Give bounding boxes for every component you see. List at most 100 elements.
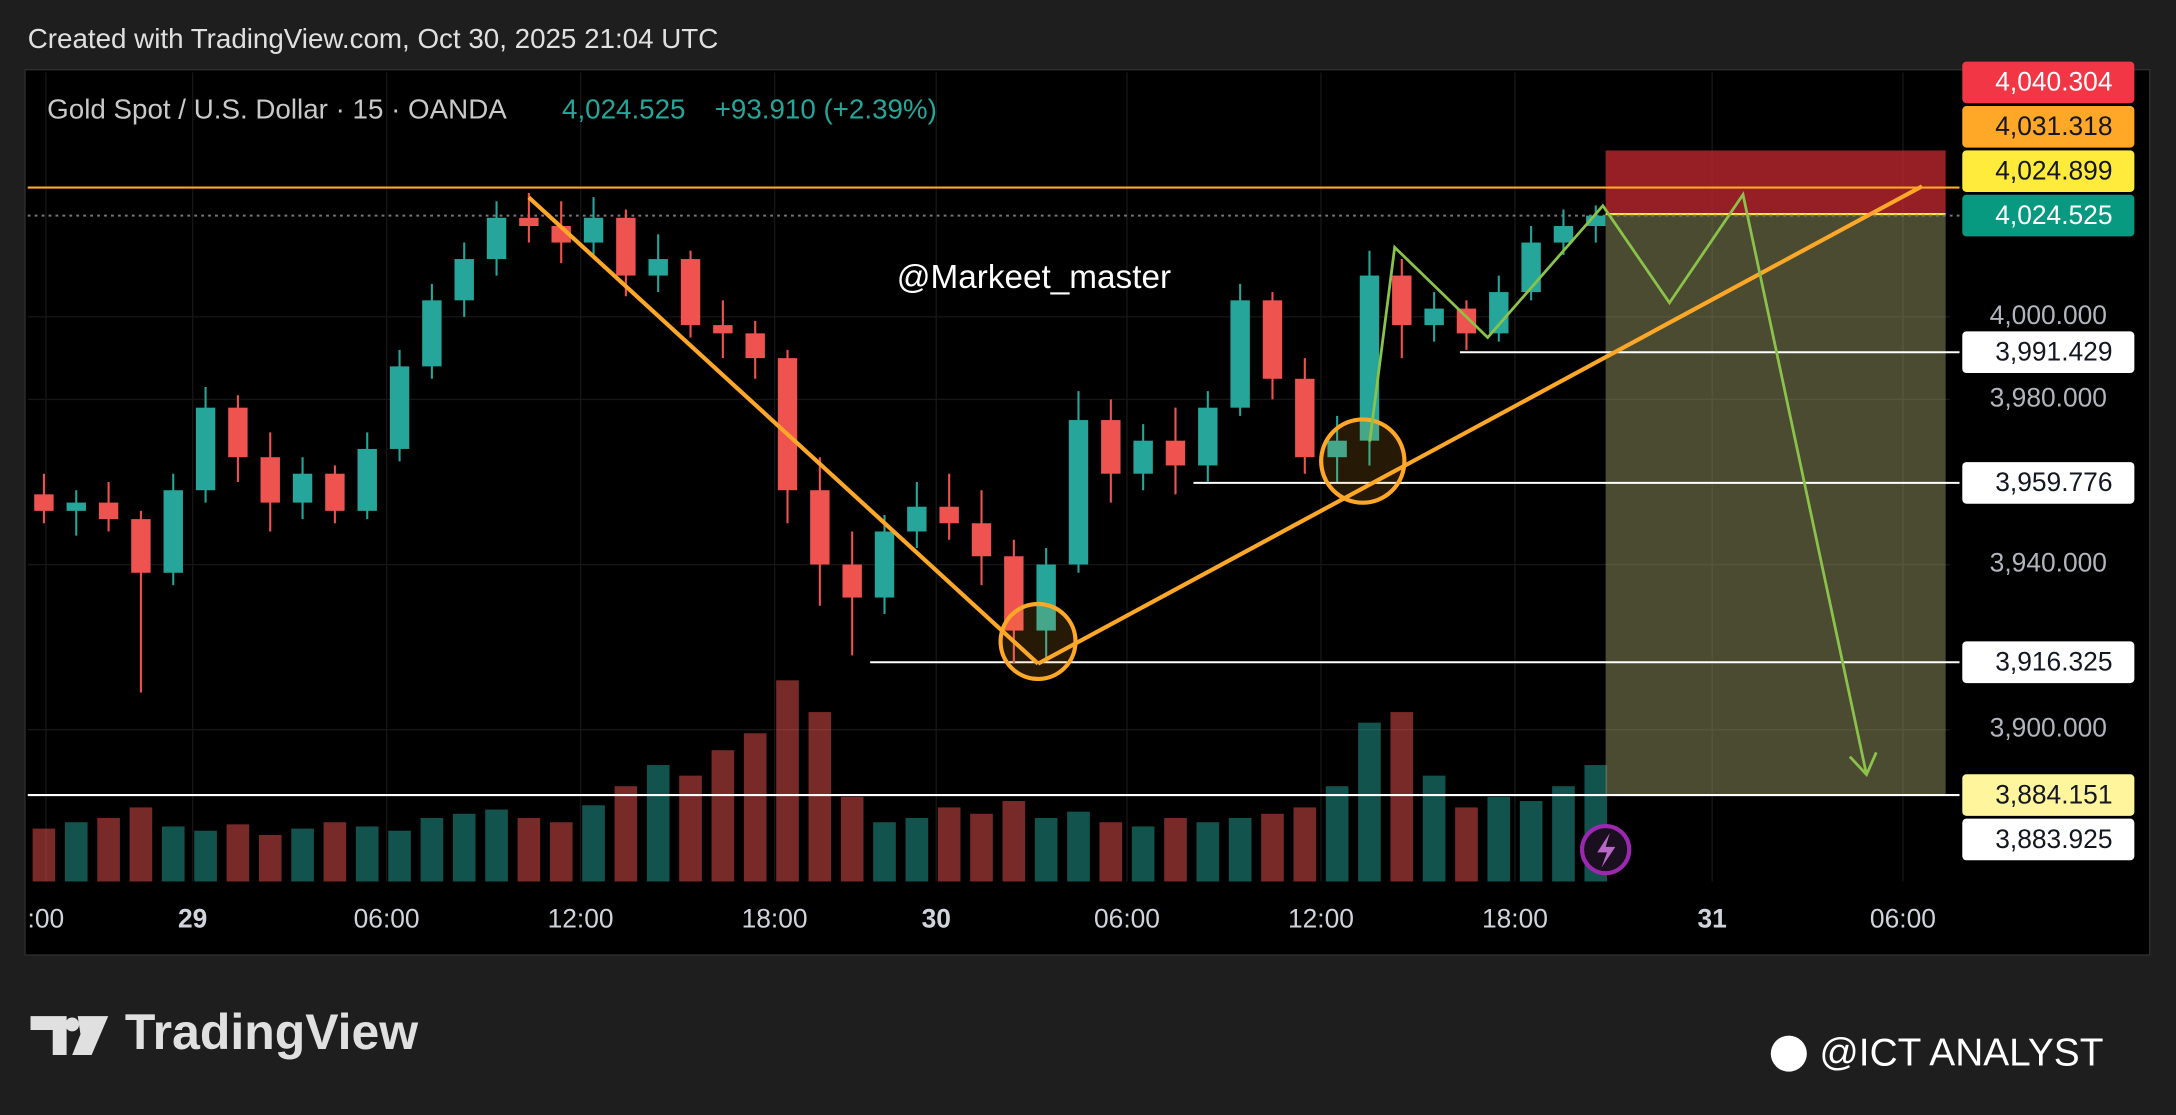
volume-bar: [1325, 786, 1349, 882]
candle-body: [163, 490, 183, 573]
volume-bar: [1487, 796, 1511, 882]
volume-bar: [646, 765, 670, 882]
candle-body: [648, 259, 668, 276]
symbol-title: Gold Spot / U.S. Dollar · 15 · OANDA: [47, 94, 507, 125]
candle-body: [1068, 420, 1089, 565]
candle-body: [131, 519, 151, 573]
volume-bar: [1131, 826, 1155, 882]
credit: @ICT ANALYST: [1819, 1031, 2103, 1074]
volume-bar: [291, 828, 314, 882]
volume-bar: [1067, 811, 1090, 882]
candle-body: [66, 502, 86, 511]
candle-body: [1262, 300, 1283, 379]
candle-body: [745, 333, 765, 359]
price-badge: [1962, 774, 2135, 816]
x-tick-label: 18:00: [742, 903, 808, 933]
volume-bar: [1422, 775, 1446, 882]
y-tick-label: 4,000.000: [1990, 300, 2107, 330]
candle-body: [1456, 308, 1477, 334]
candle-body: [389, 366, 410, 449]
candle-body: [842, 564, 862, 598]
candle-body: [680, 259, 701, 326]
volume-bar: [1261, 813, 1284, 882]
candle-body: [874, 531, 895, 598]
volume-bar: [194, 830, 217, 882]
x-tick-label: 06:00: [1870, 903, 1936, 933]
volume-bar: [1002, 801, 1026, 882]
candle-body: [422, 300, 442, 367]
price-badge: [1962, 641, 2135, 684]
candle-body: [1359, 275, 1380, 441]
volume-bar: [452, 813, 476, 882]
volume-bar: [32, 828, 56, 882]
volume-bar: [1293, 807, 1317, 882]
volume-bar: [840, 796, 864, 882]
projection-arrow: [1848, 751, 1878, 778]
candle-body: [486, 217, 507, 260]
volume-bar: [226, 824, 250, 882]
logo-text: TradingView: [125, 1004, 418, 1060]
candle-body: [1165, 440, 1186, 466]
price-badge-label: 3,916.325: [1995, 647, 2112, 677]
volume-bar: [582, 805, 605, 882]
volume-bar: [1519, 801, 1543, 882]
candle-body: [98, 502, 119, 520]
x-tick-label: 31: [1698, 903, 1727, 933]
candle-body: [1327, 440, 1347, 458]
volume-bar: [129, 807, 153, 882]
volume-bar: [64, 822, 88, 882]
candle-body: [325, 473, 345, 511]
price-badge: [1962, 818, 2135, 861]
candle-body: [777, 358, 798, 491]
drawings: [527, 184, 1924, 876]
x-tick-label: 29: [178, 903, 207, 933]
volume-bar: [1099, 822, 1123, 882]
volume-bar: [743, 733, 767, 882]
tradingview-logo: TradingView: [30, 1004, 418, 1060]
price-badge: [1962, 150, 2135, 193]
trend-line: [1037, 184, 1924, 666]
candle-body: [357, 448, 377, 511]
volume-bar: [1034, 817, 1058, 882]
price-badge-label: 4,040.304: [1995, 67, 2112, 97]
volume-bar: [1390, 712, 1414, 882]
volume-bar: [355, 826, 379, 882]
candle-body: [713, 325, 733, 334]
volume-bar: [614, 786, 638, 882]
volume-bar: [1164, 817, 1187, 882]
price-change: +93.910 (+2.39%): [715, 94, 937, 125]
price-badge: [1962, 105, 2135, 148]
volume-bar: [420, 817, 444, 882]
candle-body: [1198, 407, 1218, 466]
x-tick-label: :00: [28, 903, 65, 933]
candle-body: [1295, 378, 1315, 458]
y-tick-label: 3,980.000: [1990, 382, 2107, 412]
price-badge-label: 4,024.899: [1995, 156, 2112, 186]
volume-bar: [485, 809, 508, 882]
candle-body: [34, 494, 54, 511]
candle-body: [1553, 226, 1574, 243]
candle-body: [195, 407, 216, 491]
x-tick-label: 06:00: [354, 903, 420, 933]
candle-body: [971, 523, 992, 557]
candle-body: [1424, 308, 1444, 326]
volume-bar: [905, 817, 929, 882]
candle-body: [1586, 215, 1606, 227]
candle-body: [1101, 420, 1121, 474]
volume-bar: [808, 712, 832, 882]
volume-bar: [776, 680, 799, 882]
candle-body: [810, 490, 830, 565]
candle-body: [1489, 292, 1509, 334]
volume-bar: [97, 817, 120, 882]
volume-bar: [679, 775, 702, 882]
price-badge: [1962, 194, 2135, 237]
price-badge: [1962, 331, 2135, 374]
volume-bar: [323, 822, 347, 882]
volume-bar: [161, 826, 185, 882]
candle-body: [454, 259, 474, 301]
y-tick-label: 3,900.000: [1990, 713, 2107, 743]
volume-bar: [1358, 722, 1381, 882]
volume-bar: [970, 813, 993, 882]
